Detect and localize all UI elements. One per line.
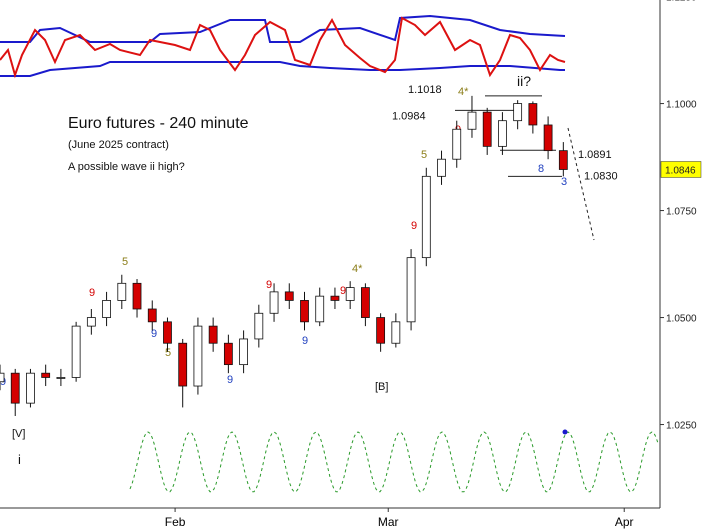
y-tick-label: 1.0250: [666, 421, 697, 432]
wave-label: i: [18, 452, 21, 467]
candle-body: [86, 317, 96, 327]
candle-body: [391, 321, 401, 344]
candle-body: [300, 300, 309, 323]
candle-body: [193, 325, 203, 387]
candle-body: [239, 338, 248, 366]
wave-label: 4*: [458, 86, 469, 98]
candle-body: [284, 291, 294, 301]
candle-body: [102, 300, 111, 318]
candle-body: [56, 377, 66, 379]
candle-body: [208, 325, 218, 344]
candle-body: [269, 291, 279, 314]
candle-body: [41, 372, 51, 378]
candle-body: [498, 120, 507, 147]
y-tick-label: 1.1000: [666, 100, 697, 111]
candle-body: [117, 282, 127, 301]
candle-body: [345, 287, 355, 301]
chart-title: Euro futures - 240 minute: [68, 115, 249, 132]
cycle-marker: [562, 429, 568, 435]
candle-body: [467, 111, 477, 130]
wave-label: 9: [340, 285, 346, 297]
wave-label: 9: [227, 374, 233, 386]
oscillator-line: [0, 16, 566, 79]
candle-body: [406, 257, 416, 323]
wave-label: 5: [421, 149, 427, 161]
wave-label: 9: [89, 287, 95, 299]
last-price-label: 1.0846: [665, 165, 696, 176]
candle-body: [147, 308, 157, 323]
wave-label: 3: [561, 176, 567, 188]
wave-label: 9: [302, 335, 308, 347]
level-label: 1.0984: [392, 110, 426, 122]
y-tick-label: 1.0500: [666, 314, 697, 325]
candle-body: [71, 325, 81, 378]
candle-body: [452, 128, 462, 160]
candle-body: [360, 287, 370, 318]
candle-body: [528, 103, 538, 126]
candle-body: [26, 372, 35, 404]
cycle-line: [129, 431, 659, 493]
wave-label: 4*: [352, 263, 363, 275]
x-tick-label: Apr: [615, 515, 634, 529]
candle-body: [330, 295, 340, 301]
candle-body: [482, 111, 492, 147]
chart-subtitle: (June 2025 contract): [68, 139, 169, 151]
y-tick-label: 1.1250: [666, 0, 697, 4]
candle-body: [163, 321, 172, 344]
level-label: 1.1018: [408, 84, 442, 96]
level-label: 1.0891: [578, 149, 612, 161]
wave-label: [B]: [375, 381, 388, 393]
chart-note: A possible wave ii high?: [68, 161, 185, 173]
candle-body: [254, 312, 264, 340]
candle-body: [421, 175, 431, 259]
projection-line: [567, 127, 595, 241]
candle-body: [178, 342, 188, 387]
oscillator-upper-band: [0, 14, 566, 43]
wave-label: 5: [122, 256, 128, 268]
x-tick-label: Mar: [378, 515, 399, 529]
candle-body: [0, 372, 5, 383]
candle-body: [558, 150, 568, 170]
x-tick-label: Feb: [165, 515, 186, 529]
candle-body: [543, 124, 553, 152]
cycle-panel: [129, 431, 659, 493]
candle-body: [223, 342, 233, 366]
wave-label: 9: [411, 220, 417, 232]
wave-label: 5: [165, 347, 171, 359]
last-price-box: [660, 161, 702, 178]
wave-label: ii?: [517, 73, 531, 89]
y-tick-label: 1.0750: [666, 207, 697, 218]
oscillator-lower-band: [0, 61, 565, 77]
candle-body: [315, 295, 325, 323]
wave-label: 9: [266, 279, 272, 291]
oscillator-panel: [0, 14, 566, 79]
wave-label: [V]: [12, 428, 25, 440]
candle-body: [437, 158, 446, 177]
level-label: 1.0830: [584, 170, 618, 182]
wave-label: 9: [151, 328, 157, 340]
candle-body: [376, 317, 386, 344]
wave-label: 8: [538, 163, 544, 175]
candle-body: [513, 103, 523, 122]
candle-body: [132, 282, 142, 310]
candle-body: [10, 372, 20, 404]
